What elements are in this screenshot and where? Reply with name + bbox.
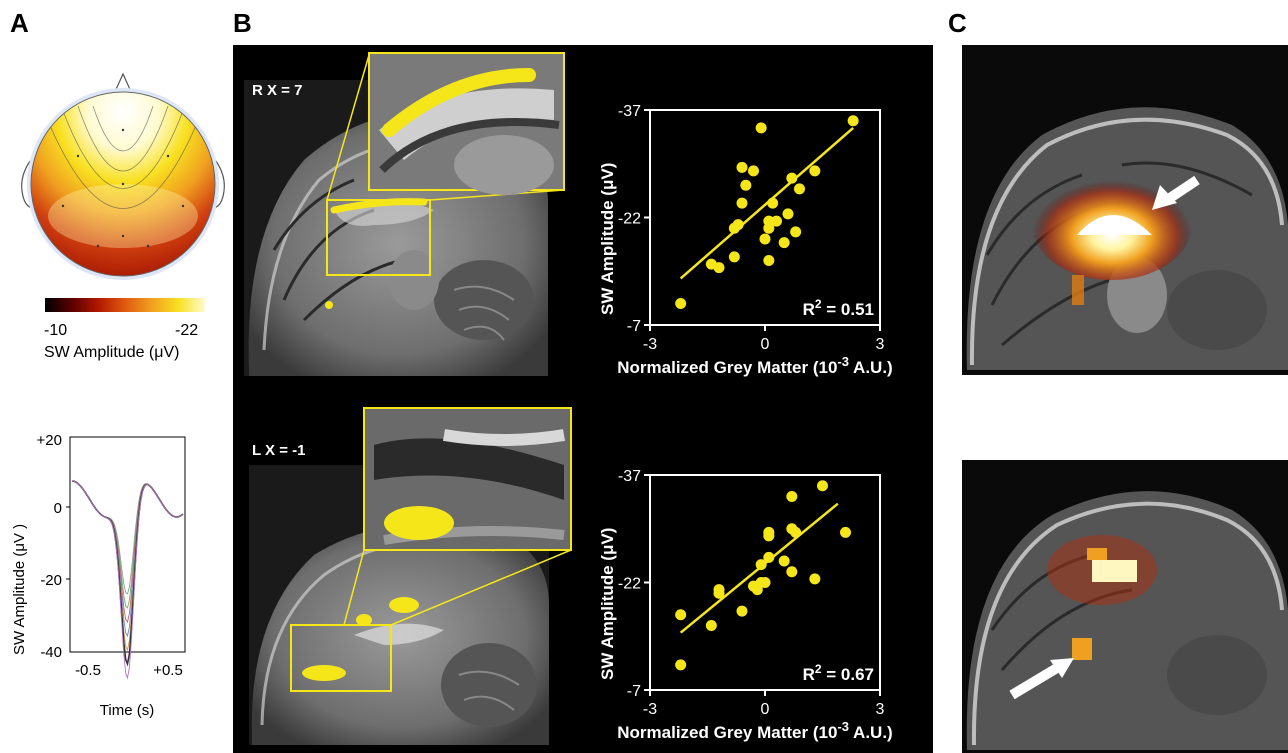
data-point bbox=[809, 165, 821, 177]
mri-heatmap-bottom bbox=[962, 460, 1288, 753]
r-squared-label: R2 = 0.67 bbox=[803, 662, 874, 684]
data-point bbox=[840, 526, 851, 538]
data-point bbox=[675, 298, 687, 309]
data-point bbox=[755, 122, 767, 134]
data-point bbox=[740, 179, 752, 191]
data-point bbox=[713, 584, 725, 596]
x-tick-label: 3 bbox=[876, 336, 885, 353]
y-tick-label: -7 bbox=[627, 683, 641, 700]
panel-label-b: B bbox=[233, 8, 252, 38]
roi-box bbox=[290, 624, 392, 692]
y-tick-label: -22 bbox=[618, 211, 641, 228]
data-point bbox=[705, 620, 717, 631]
x-tick-label: -3 bbox=[643, 336, 657, 353]
data-point bbox=[759, 577, 771, 588]
mri-top-label: R X = 7 bbox=[252, 82, 302, 99]
data-point bbox=[809, 573, 821, 585]
y-tick-label: -22 bbox=[618, 576, 641, 593]
data-point bbox=[786, 172, 798, 184]
x-axis-label: Normalized Grey Matter (10-3 A.U.) bbox=[617, 719, 892, 742]
waveform-ytick: 0 bbox=[54, 500, 62, 517]
waveform-ytick: -40 bbox=[40, 644, 62, 661]
scatter-plot-top: -37 -22 -7-3 0 3R2 = 0.51 Normalized Grey Mat… bbox=[598, 103, 893, 377]
scalp-topography bbox=[21, 72, 225, 280]
y-axis-label: SW Amplitude (μV) bbox=[598, 163, 617, 315]
colorbar-high-label: -22 bbox=[175, 322, 199, 339]
waveform-xlabel: Time (s) bbox=[100, 702, 154, 719]
data-point bbox=[782, 208, 794, 220]
data-point bbox=[790, 526, 802, 538]
data-point bbox=[778, 555, 790, 567]
waveform-ylabel: SW Amplitude (μV ) bbox=[11, 524, 28, 655]
data-point bbox=[786, 491, 798, 502]
data-point bbox=[763, 551, 775, 563]
colorbar-title: SW Amplitude (μV) bbox=[44, 344, 180, 361]
panel-label-a: A bbox=[10, 8, 29, 38]
data-point bbox=[675, 659, 687, 671]
mri-sagittal-top: R X = 7 bbox=[244, 52, 565, 376]
mri-sagittal-bottom: L X = -1 bbox=[249, 407, 572, 745]
data-point bbox=[713, 262, 725, 274]
data-point bbox=[794, 183, 805, 195]
data-point bbox=[728, 251, 740, 263]
r-squared-label: R2 = 0.51 bbox=[803, 297, 874, 319]
y-tick-label: -37 bbox=[618, 103, 641, 120]
waveform-plot: +20 0 -20 -40 -0.5 +0.5 Time (s) SW Ampl… bbox=[11, 432, 186, 719]
arrow-icon bbox=[1164, 175, 1200, 205]
data-point bbox=[817, 480, 828, 492]
waveform-ytick: -20 bbox=[40, 572, 62, 589]
data-point bbox=[778, 237, 790, 249]
colorbar bbox=[45, 298, 205, 312]
data-point bbox=[736, 605, 748, 617]
waveform-trace bbox=[71, 480, 184, 680]
y-tick-label: -37 bbox=[618, 468, 641, 485]
data-point bbox=[732, 219, 744, 231]
y-tick-label: -7 bbox=[627, 318, 641, 335]
y-axis-label: SW Amplitude (μV) bbox=[598, 528, 617, 680]
waveform-xtick: +0.5 bbox=[153, 662, 183, 679]
x-axis-label: Normalized Grey Matter (10-3 A.U.) bbox=[617, 354, 892, 377]
arrow-icon bbox=[1009, 660, 1065, 700]
data-point bbox=[736, 161, 748, 173]
panel-label-c: C bbox=[948, 8, 967, 38]
data-point bbox=[763, 222, 775, 234]
colorbar-low-label: -10 bbox=[44, 322, 68, 339]
data-point bbox=[675, 609, 687, 621]
data-point bbox=[763, 530, 775, 542]
data-point bbox=[736, 197, 748, 209]
highlight-cluster bbox=[330, 198, 428, 214]
data-point bbox=[771, 215, 782, 227]
scatter-plot-bottom: -37 -22 -7-3 0 3R2 = 0.67 Normalized Grey Mat… bbox=[598, 468, 893, 742]
data-point bbox=[786, 566, 798, 578]
waveform-ytick: +20 bbox=[37, 432, 62, 449]
highlight-cluster-zoom bbox=[384, 506, 454, 540]
regression-line bbox=[679, 126, 854, 280]
mri-heatmap-top bbox=[962, 45, 1288, 375]
highlight-cluster-zoom bbox=[382, 68, 536, 137]
data-point bbox=[767, 197, 779, 209]
data-point bbox=[790, 226, 802, 238]
roi-box bbox=[326, 199, 431, 276]
data-point bbox=[759, 233, 771, 245]
data-point bbox=[763, 255, 775, 266]
x-tick-label: -3 bbox=[643, 701, 657, 718]
x-tick-label: 0 bbox=[761, 701, 770, 718]
mri-bottom-label: L X = -1 bbox=[252, 442, 306, 459]
x-tick-label: 3 bbox=[876, 701, 885, 718]
data-point bbox=[748, 165, 759, 177]
data-point bbox=[847, 115, 859, 127]
data-point bbox=[755, 559, 767, 571]
waveform-xtick: -0.5 bbox=[75, 662, 101, 679]
x-tick-label: 0 bbox=[761, 336, 770, 353]
